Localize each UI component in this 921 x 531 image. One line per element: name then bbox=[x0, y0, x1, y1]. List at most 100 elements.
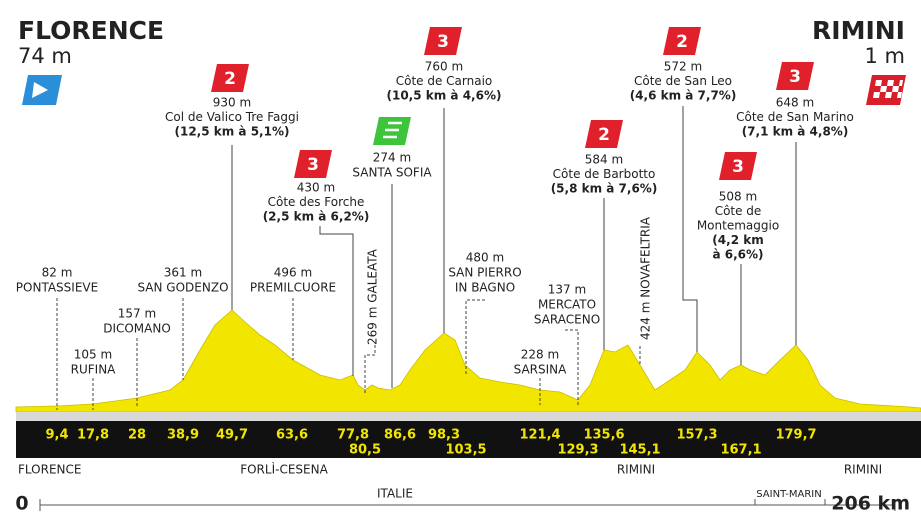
start-flag-icon bbox=[32, 82, 48, 98]
km-marker: 103,5 bbox=[445, 443, 486, 458]
climb-detail: à 6,6%) bbox=[712, 248, 763, 262]
place-altitude: 496 m bbox=[274, 266, 312, 280]
km-marker: 129,3 bbox=[557, 443, 598, 458]
climb-flag bbox=[663, 27, 701, 55]
climb-flag bbox=[776, 62, 814, 90]
climb-name: Montemaggio bbox=[697, 219, 779, 233]
km-marker: 167,1 bbox=[720, 443, 761, 458]
km-marker: 98,3 bbox=[428, 428, 460, 443]
vertical-place: 269 m GALEATA bbox=[366, 248, 380, 345]
sprint-altitude: 274 m bbox=[373, 151, 411, 165]
place-name: SAN GODENZO bbox=[137, 281, 228, 295]
place-altitude: 137 m bbox=[548, 283, 586, 297]
km-marker: 38,9 bbox=[167, 428, 199, 443]
place-altitude: 228 m bbox=[521, 348, 559, 362]
profile bbox=[15, 309, 921, 413]
scale-end: 206 km bbox=[831, 493, 910, 515]
km-marker: 77,8 bbox=[337, 428, 369, 443]
place-name: SARSINA bbox=[514, 363, 568, 377]
climb-flag bbox=[294, 150, 332, 178]
place-name: IN BAGNO bbox=[455, 281, 515, 295]
leader-line bbox=[565, 329, 579, 405]
climb-flag bbox=[211, 64, 249, 92]
climb-name: Côte des Forche bbox=[268, 195, 365, 209]
country: SAINT-MARIN bbox=[756, 489, 821, 500]
km-marker: 121,4 bbox=[519, 428, 560, 443]
km-marker: 17,8 bbox=[77, 428, 109, 443]
place-altitude: 480 m bbox=[466, 251, 504, 265]
climb-name: Côte de San Marino bbox=[736, 110, 854, 124]
leader-line bbox=[319, 226, 354, 376]
climb-category: 2 bbox=[224, 69, 236, 89]
climb-detail: (7,1 km à 4,8%) bbox=[742, 125, 849, 139]
profile-base bbox=[16, 412, 921, 421]
climb-detail: (10,5 km à 4,6%) bbox=[387, 89, 502, 103]
sprint-name: SANTA SOFIA bbox=[352, 166, 432, 180]
place-altitude: 105 m bbox=[74, 348, 112, 362]
country: ITALIE bbox=[377, 487, 413, 501]
region: FLORENCE bbox=[18, 463, 81, 477]
finish-altitude: 1 m bbox=[865, 44, 906, 68]
sprint-icon bbox=[383, 121, 402, 139]
climb-category: 2 bbox=[598, 125, 610, 145]
km-marker: 179,7 bbox=[775, 428, 816, 443]
climb-name: Col de Valico Tre Faggi bbox=[165, 110, 299, 124]
climb-altitude: 508 m bbox=[719, 190, 757, 204]
km-marker: 145,1 bbox=[619, 443, 660, 458]
vertical-place: 424 m NOVAFELTRIA bbox=[639, 216, 653, 340]
finish-flag bbox=[866, 75, 906, 105]
km-marker: 63,6 bbox=[276, 428, 308, 443]
scale-start: 0 bbox=[15, 493, 28, 515]
country-bracket bbox=[754, 499, 826, 505]
climb-category: 3 bbox=[437, 32, 449, 52]
place-name: SARACENO bbox=[534, 313, 600, 327]
climb-altitude: 584 m bbox=[585, 153, 623, 167]
climb-category: 2 bbox=[676, 32, 688, 52]
km-marker: 49,7 bbox=[216, 428, 248, 443]
place-name: RUFINA bbox=[71, 363, 117, 377]
place-altitude: 157 m bbox=[118, 307, 156, 321]
leader-line bbox=[465, 299, 485, 375]
place-name: PONTASSIEVE bbox=[16, 281, 98, 295]
climb-detail: (4,6 km à 7,7%) bbox=[630, 89, 737, 103]
climb-altitude: 572 m bbox=[664, 60, 702, 74]
climb-category: 3 bbox=[732, 157, 744, 177]
km-marker: 80,5 bbox=[349, 443, 381, 458]
leader-line bbox=[364, 345, 376, 393]
km-marker: 135,6 bbox=[583, 428, 624, 443]
climb-category: 3 bbox=[789, 67, 801, 87]
km-band bbox=[16, 421, 921, 458]
climb-name: Côte de San Leo bbox=[634, 74, 732, 88]
climb-flag bbox=[585, 120, 623, 148]
place-name: SAN PIERRO bbox=[448, 266, 521, 280]
climb-detail: (12,5 km à 5,1%) bbox=[175, 125, 290, 139]
place-altitude: 82 m bbox=[42, 266, 73, 280]
place-name: PREMILCUORE bbox=[250, 281, 336, 295]
place-name: MERCATO bbox=[538, 298, 596, 312]
climb-name: Côte de bbox=[715, 204, 762, 218]
climb-altitude: 430 m bbox=[297, 181, 335, 195]
km-marker: 28 bbox=[128, 428, 146, 443]
climb-category: 3 bbox=[307, 155, 319, 175]
climb-name: Côte de Carnaio bbox=[396, 74, 493, 88]
start-altitude: 74 m bbox=[18, 44, 72, 68]
leader-line bbox=[682, 106, 698, 352]
climb-detail: (4,2 km bbox=[712, 233, 763, 247]
climb-detail: (5,8 km à 7,6%) bbox=[551, 182, 658, 196]
km-marker: 9,4 bbox=[45, 428, 68, 443]
climb-name: Côte de Barbotto bbox=[553, 167, 656, 181]
climb-altitude: 648 m bbox=[776, 96, 814, 110]
region: RIMINI bbox=[844, 463, 882, 477]
climb-altitude: 760 m bbox=[425, 60, 463, 74]
climb-flag bbox=[719, 152, 757, 180]
km-marker: 157,3 bbox=[676, 428, 717, 443]
climb-detail: (2,5 km à 6,2%) bbox=[263, 210, 370, 224]
climb-flag bbox=[424, 27, 462, 55]
km-marker: 86,6 bbox=[384, 428, 416, 443]
place-altitude: 361 m bbox=[164, 266, 202, 280]
climb-altitude: 930 m bbox=[213, 96, 251, 110]
start-name: FLORENCE bbox=[18, 16, 164, 45]
region: RIMINI bbox=[617, 463, 655, 477]
finish-name: RIMINI bbox=[812, 16, 905, 45]
